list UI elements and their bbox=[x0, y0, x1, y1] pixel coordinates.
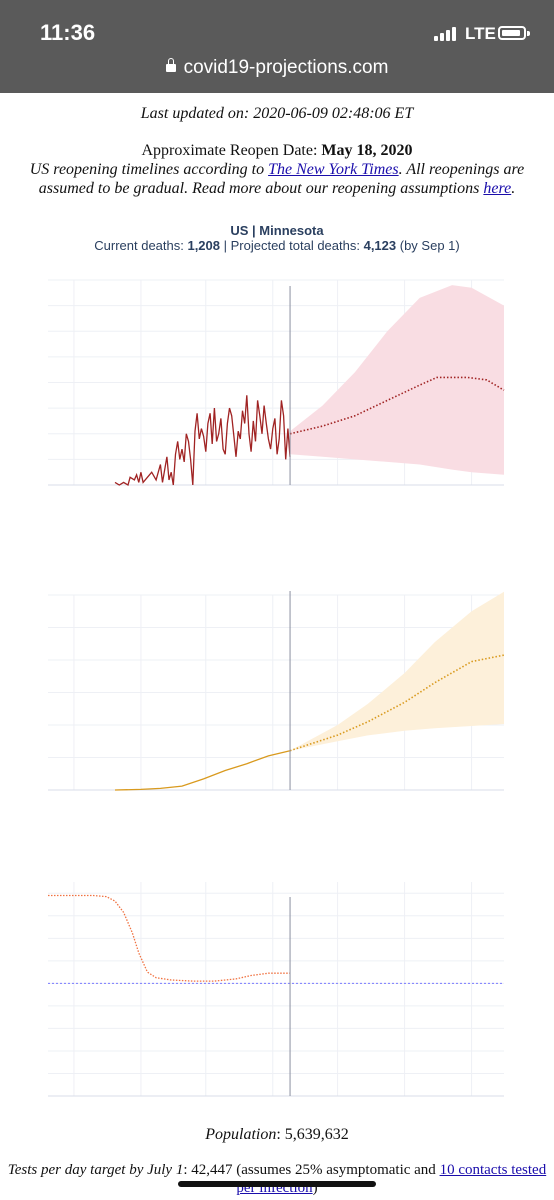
battery-icon bbox=[498, 26, 530, 40]
rt-line bbox=[48, 894, 290, 982]
lock-icon bbox=[165, 58, 176, 72]
status-bar: 11:36 LTE covid19-projections.com bbox=[0, 0, 554, 93]
reopening-note: US reopening timelines according to The … bbox=[29, 161, 525, 197]
deaths-per-day-chart[interactable] bbox=[0, 256, 554, 521]
assumptions-link[interactable]: here bbox=[483, 180, 512, 197]
population-value: : 5,639,632 bbox=[276, 1126, 349, 1143]
tests-label: Tests per day target by July 1 bbox=[7, 1162, 184, 1178]
location-title: US | Minnesota bbox=[230, 223, 324, 238]
projected-total-value: 4,123 bbox=[363, 238, 397, 253]
confidence-band bbox=[290, 591, 504, 751]
population-label: Population bbox=[205, 1126, 277, 1143]
projected-suffix: (by Sep 1) bbox=[396, 238, 460, 253]
deaths-summary: Current deaths: 1,208 | Projected total … bbox=[0, 238, 554, 253]
current-deaths-label: Current deaths: bbox=[94, 238, 188, 253]
confidence-band bbox=[290, 285, 504, 475]
network-label: LTE bbox=[465, 24, 496, 43]
observed-line bbox=[114, 750, 291, 791]
current-deaths-value: 1,208 bbox=[187, 238, 221, 253]
nyt-link[interactable]: The New York Times bbox=[268, 161, 399, 178]
projection-line bbox=[289, 654, 505, 752]
reopen-date-line: Approximate Reopen Date: May 18, 2020 bbox=[0, 142, 554, 160]
reproduction-number-chart[interactable] bbox=[0, 869, 554, 1129]
population-line: Population: 5,639,632 bbox=[0, 1126, 554, 1144]
total-deaths-chart[interactable] bbox=[0, 563, 554, 823]
signal-icon bbox=[434, 27, 456, 41]
timeline-text-post: . All reopenings are assumed to be gradu… bbox=[38, 161, 525, 197]
url-text: covid19-projections.com bbox=[183, 57, 389, 78]
reopen-date: May 18, 2020 bbox=[321, 142, 413, 159]
observed-line bbox=[114, 395, 291, 486]
reopen-label: Approximate Reopen Date: bbox=[141, 142, 322, 159]
address-bar[interactable]: covid19-projections.com bbox=[0, 57, 554, 79]
tests-end: ) bbox=[312, 1180, 318, 1196]
home-indicator[interactable] bbox=[178, 1181, 376, 1187]
projected-label: | Projected total deaths: bbox=[220, 238, 364, 253]
tests-target-line: Tests per day target by July 1: 42,447 (… bbox=[0, 1161, 554, 1197]
timeline-text-pre: US reopening timelines according to bbox=[29, 161, 269, 178]
tests-text: : 42,447 (assumes 25% asymptomatic and bbox=[183, 1162, 440, 1178]
status-time: 11:36 bbox=[40, 20, 96, 45]
last-updated: Last updated on: 2020-06-09 02:48:06 ET bbox=[140, 105, 414, 122]
